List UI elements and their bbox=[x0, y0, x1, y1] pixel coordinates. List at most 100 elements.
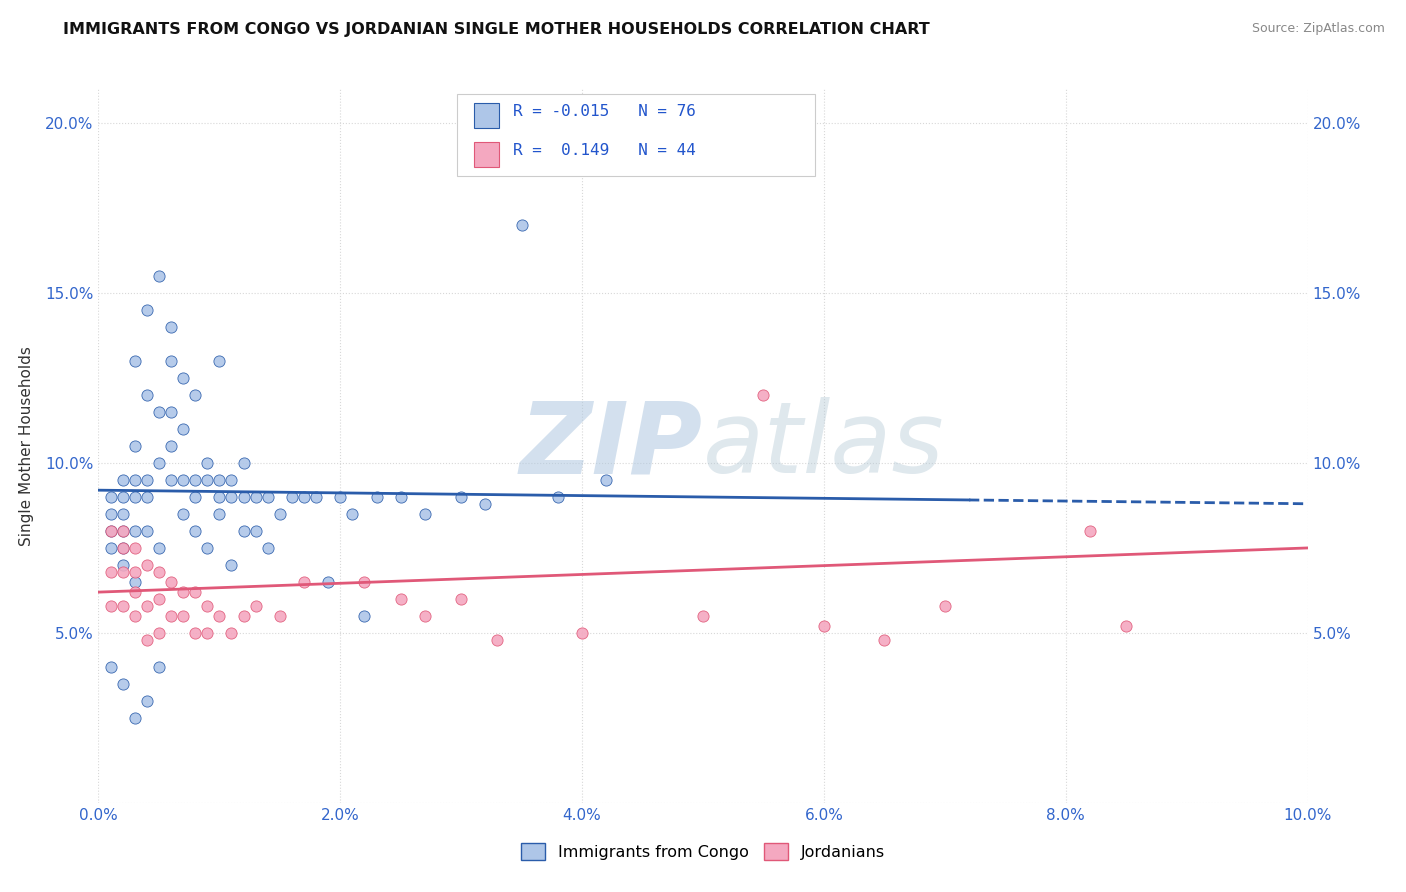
Point bbox=[100, 599, 122, 613]
Point bbox=[148, 541, 170, 555]
Point bbox=[692, 608, 714, 623]
Point bbox=[316, 574, 339, 589]
Point bbox=[111, 524, 134, 538]
Point bbox=[1115, 619, 1137, 633]
Point bbox=[124, 473, 146, 487]
Point bbox=[184, 585, 207, 599]
Point bbox=[221, 490, 243, 504]
Point bbox=[111, 565, 134, 579]
Point bbox=[450, 490, 472, 504]
Point bbox=[281, 490, 304, 504]
Point bbox=[232, 456, 254, 470]
Point bbox=[595, 473, 617, 487]
Point bbox=[135, 473, 157, 487]
Point bbox=[160, 405, 183, 419]
Point bbox=[160, 574, 183, 589]
Point bbox=[172, 608, 194, 623]
Point bbox=[100, 660, 122, 674]
Point bbox=[111, 507, 134, 521]
Point bbox=[208, 490, 231, 504]
Point bbox=[184, 473, 207, 487]
Text: atlas: atlas bbox=[703, 398, 945, 494]
Point bbox=[135, 388, 157, 402]
Point bbox=[195, 473, 218, 487]
Point bbox=[305, 490, 328, 504]
Point bbox=[1078, 524, 1101, 538]
Point bbox=[100, 524, 122, 538]
Point bbox=[195, 541, 218, 555]
Point bbox=[172, 371, 194, 385]
Point bbox=[353, 574, 375, 589]
Point bbox=[111, 473, 134, 487]
Point bbox=[292, 490, 315, 504]
Point bbox=[135, 303, 157, 318]
Point bbox=[124, 585, 146, 599]
Point bbox=[100, 524, 122, 538]
Point bbox=[135, 524, 157, 538]
Point bbox=[184, 388, 207, 402]
Point bbox=[269, 608, 291, 623]
Point bbox=[195, 626, 218, 640]
Point bbox=[486, 632, 509, 647]
Point bbox=[124, 574, 146, 589]
Point bbox=[124, 711, 146, 725]
Point bbox=[135, 490, 157, 504]
Point bbox=[111, 541, 134, 555]
Point bbox=[232, 608, 254, 623]
Point bbox=[100, 541, 122, 555]
Point bbox=[873, 632, 896, 647]
Point bbox=[148, 591, 170, 606]
Point bbox=[221, 473, 243, 487]
Point bbox=[184, 524, 207, 538]
Point bbox=[124, 490, 146, 504]
Point bbox=[160, 608, 183, 623]
Point bbox=[389, 490, 412, 504]
Point bbox=[232, 524, 254, 538]
Point bbox=[184, 626, 207, 640]
Point bbox=[474, 497, 496, 511]
Point bbox=[160, 439, 183, 453]
Point bbox=[208, 507, 231, 521]
Point bbox=[124, 524, 146, 538]
Point bbox=[111, 490, 134, 504]
Point bbox=[752, 388, 775, 402]
Point bbox=[208, 354, 231, 368]
Point bbox=[135, 599, 157, 613]
Point bbox=[135, 632, 157, 647]
Point bbox=[148, 660, 170, 674]
Point bbox=[934, 599, 956, 613]
Point bbox=[195, 599, 218, 613]
Point bbox=[148, 405, 170, 419]
Point bbox=[111, 677, 134, 691]
Point bbox=[245, 524, 267, 538]
Point bbox=[111, 541, 134, 555]
Point bbox=[124, 354, 146, 368]
Point bbox=[353, 608, 375, 623]
Point bbox=[160, 473, 183, 487]
Text: ZIP: ZIP bbox=[520, 398, 703, 494]
Point bbox=[148, 269, 170, 284]
Point bbox=[100, 490, 122, 504]
Text: IMMIGRANTS FROM CONGO VS JORDANIAN SINGLE MOTHER HOUSEHOLDS CORRELATION CHART: IMMIGRANTS FROM CONGO VS JORDANIAN SINGL… bbox=[63, 22, 929, 37]
Point bbox=[208, 473, 231, 487]
Point bbox=[172, 473, 194, 487]
Point bbox=[135, 558, 157, 572]
Point bbox=[184, 490, 207, 504]
Point bbox=[329, 490, 352, 504]
Point bbox=[256, 541, 278, 555]
Point bbox=[389, 591, 412, 606]
Point bbox=[124, 439, 146, 453]
Point bbox=[547, 490, 569, 504]
Point bbox=[510, 218, 533, 232]
Point bbox=[100, 565, 122, 579]
Point bbox=[450, 591, 472, 606]
Point bbox=[413, 608, 436, 623]
Text: Source: ZipAtlas.com: Source: ZipAtlas.com bbox=[1251, 22, 1385, 36]
Point bbox=[292, 574, 315, 589]
Point bbox=[269, 507, 291, 521]
Point bbox=[342, 507, 364, 521]
Point bbox=[160, 354, 183, 368]
Point bbox=[245, 599, 267, 613]
Text: R = -0.015   N = 76: R = -0.015 N = 76 bbox=[513, 104, 696, 119]
Point bbox=[124, 565, 146, 579]
